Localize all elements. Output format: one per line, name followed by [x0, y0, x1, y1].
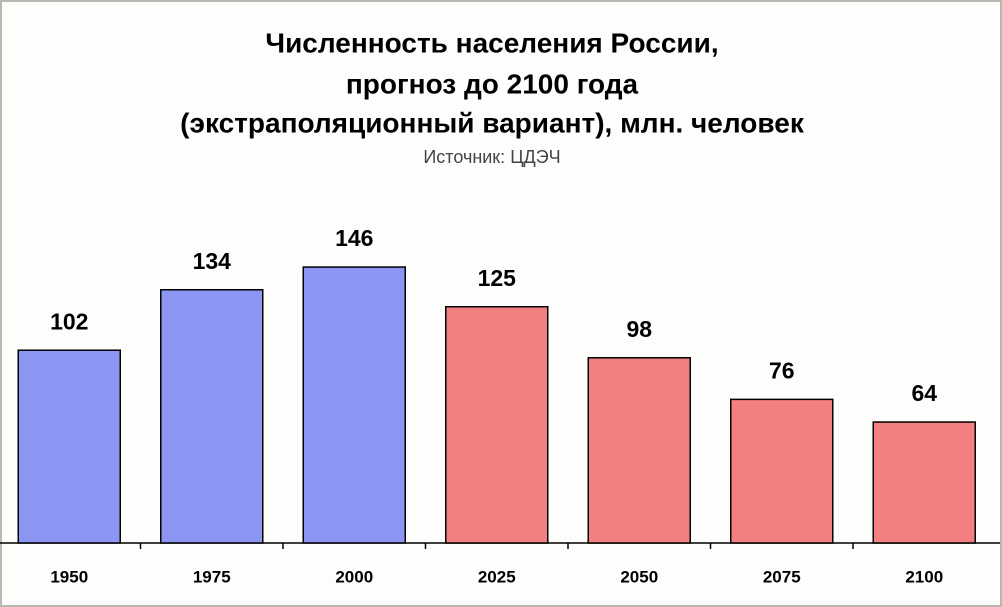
chart-subtitle: Источник: ЦДЭЧ — [423, 147, 560, 167]
bar — [160, 288, 264, 544]
chart-title: Численность населения России, — [265, 27, 718, 58]
x-tick-label: 2025 — [478, 567, 516, 586]
bar — [872, 421, 976, 544]
value-label: 134 — [193, 248, 232, 274]
bar — [587, 357, 691, 544]
x-tick-label: 2050 — [620, 567, 658, 586]
value-label: 98 — [626, 316, 652, 342]
x-tick-label: 2100 — [905, 567, 943, 586]
value-label: 64 — [911, 380, 937, 406]
bar — [730, 398, 834, 544]
value-label: 125 — [478, 265, 517, 291]
bar — [302, 266, 406, 544]
value-label: 76 — [769, 357, 795, 383]
x-tick-label: 2000 — [335, 567, 373, 586]
bar — [17, 349, 121, 544]
x-tick-label: 2075 — [763, 567, 801, 586]
x-tick-label: 1950 — [50, 567, 88, 586]
x-tick-label: 1975 — [193, 567, 231, 586]
value-label: 102 — [50, 308, 88, 334]
value-label: 146 — [335, 225, 373, 251]
bar — [445, 306, 549, 544]
chart-title: (экстраполяционный вариант), млн. челове… — [180, 107, 805, 138]
chart-title: прогноз до 2100 года — [346, 68, 639, 99]
